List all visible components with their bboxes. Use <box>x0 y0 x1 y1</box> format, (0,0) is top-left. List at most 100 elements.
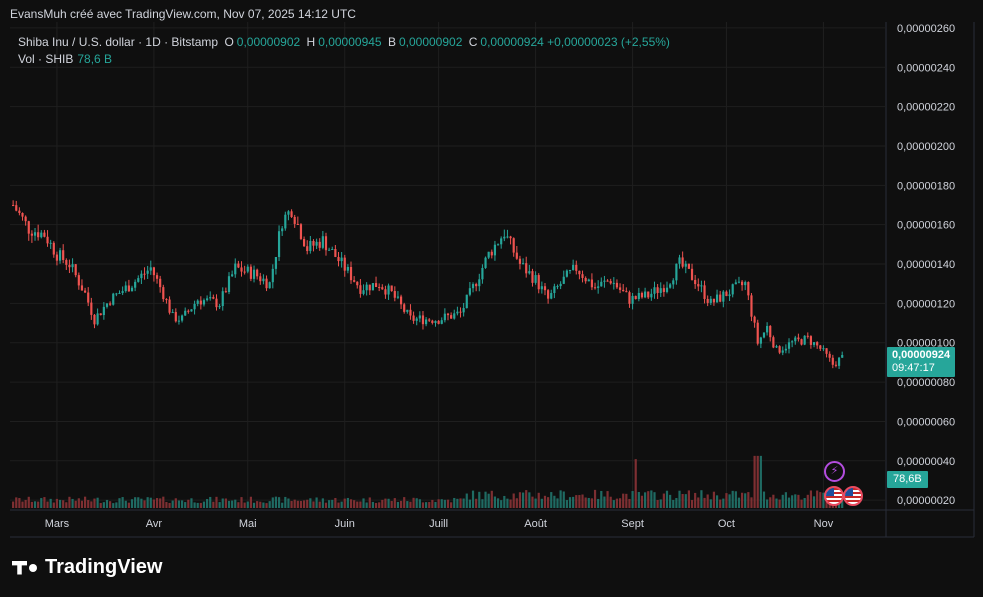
volume-bar <box>387 498 390 508</box>
candle-body <box>540 286 543 290</box>
volume-bar <box>378 502 381 508</box>
candle-body <box>534 275 537 283</box>
candle-body <box>518 258 522 264</box>
candle-body <box>756 322 759 344</box>
candle-body <box>262 278 265 282</box>
volume-bar <box>321 498 324 508</box>
volume-bar <box>609 496 612 508</box>
candle-body <box>155 275 159 279</box>
volume-bar <box>565 500 568 508</box>
volume-bar <box>753 455 756 508</box>
candle-body <box>453 313 456 319</box>
lightning-icon[interactable]: ⚡ <box>824 461 845 482</box>
candle-body <box>434 320 437 324</box>
volume-bar <box>271 497 274 508</box>
candle-body <box>781 350 784 353</box>
candle-body <box>287 211 290 215</box>
candle-body <box>112 293 115 305</box>
candle-body <box>600 281 603 287</box>
candle-body <box>437 320 440 324</box>
volume-bar <box>625 493 628 508</box>
candle-body <box>734 282 737 285</box>
candle-body <box>672 280 675 285</box>
candle-body <box>675 263 678 281</box>
volume-bar <box>349 499 353 508</box>
candle-body <box>703 285 706 299</box>
volume-bar <box>612 500 615 508</box>
candle-body <box>212 297 215 299</box>
volume-bar <box>202 501 206 508</box>
volume-bar <box>440 499 443 508</box>
candle-body <box>766 325 769 333</box>
volume-label: Vol · SHIB <box>18 52 74 66</box>
candle-body <box>769 325 772 338</box>
candle-body <box>521 263 525 265</box>
candle-body <box>105 303 109 307</box>
low-value: 0,00000902 <box>398 35 463 49</box>
candle-body <box>315 241 318 246</box>
us-flag-icon[interactable] <box>824 486 844 506</box>
volume-bar <box>471 490 475 508</box>
volume-bar <box>759 455 762 508</box>
candle-body <box>83 290 87 293</box>
volume-bar <box>315 497 318 508</box>
volume-bar <box>87 500 90 508</box>
volume-bar <box>162 496 165 508</box>
high-value: 0,00000945 <box>318 35 382 49</box>
volume-bar <box>218 502 221 508</box>
volume-bar <box>568 497 572 508</box>
candle-body <box>503 236 506 239</box>
volume-bar <box>74 500 77 508</box>
candle-body <box>644 291 647 298</box>
volume-bar <box>525 490 528 508</box>
volume-bar <box>562 491 565 508</box>
volume-bar <box>340 501 343 508</box>
volume-bar <box>478 491 481 508</box>
volume-bar <box>631 491 634 508</box>
volume-bar <box>96 497 99 508</box>
candle-body <box>403 304 406 312</box>
candle-body <box>159 278 162 288</box>
volume-bar <box>77 498 80 508</box>
volume-bar <box>578 495 581 508</box>
volume-bar <box>462 498 465 508</box>
us-flag-icon-2[interactable] <box>843 486 863 506</box>
y-tick-label: 0,00000240 <box>897 62 955 74</box>
candle-body <box>831 357 834 365</box>
volume-bar <box>127 502 130 508</box>
volume-bar <box>306 499 309 508</box>
candle-body <box>381 287 384 290</box>
candle-body <box>822 348 825 350</box>
volume-bar <box>121 497 124 508</box>
volume-bar <box>775 498 778 508</box>
candle-body <box>759 337 762 344</box>
volume-bar <box>196 502 199 508</box>
candle-body <box>650 293 653 298</box>
candle-body <box>772 337 775 348</box>
candle-body <box>572 264 575 270</box>
volume-bar <box>719 499 722 508</box>
plot-area <box>10 22 886 510</box>
candle-body <box>737 281 741 283</box>
volume-bar <box>603 496 606 508</box>
candle-body <box>343 257 346 271</box>
volume-bar <box>540 498 543 508</box>
y-tick-label: 0,00000180 <box>897 180 955 192</box>
volume-bar <box>212 501 215 508</box>
volume-bar <box>71 498 74 508</box>
y-tick-label: 0,00000100 <box>897 338 955 350</box>
volume-bar <box>199 502 202 508</box>
volume-bar <box>456 498 459 508</box>
candle-body <box>547 290 550 299</box>
candle-body <box>127 285 130 292</box>
volume-bar <box>130 499 134 508</box>
volume-bar <box>662 493 665 508</box>
candle-body <box>568 269 572 271</box>
volume-bar <box>534 498 537 508</box>
volume-bar <box>415 498 418 508</box>
volume-bar <box>12 501 15 508</box>
volume-bar <box>606 491 609 508</box>
candle-body <box>647 291 650 298</box>
candle-body <box>628 292 631 304</box>
